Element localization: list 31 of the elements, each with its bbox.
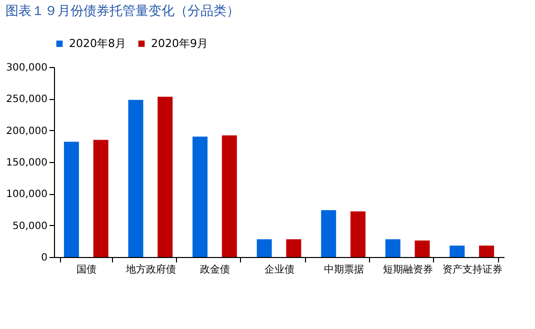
x-tick-label: 地方政府债	[124, 264, 176, 276]
y-tick-label: 0	[41, 252, 48, 264]
bar	[192, 136, 208, 257]
y-tick-label: 50,000	[12, 220, 48, 232]
bar	[222, 135, 237, 257]
bar	[414, 240, 430, 257]
y-tick-label: 300,000	[6, 62, 48, 74]
y-tick-label: 200,000	[6, 126, 48, 137]
x-tick-label: 中期票据	[324, 264, 364, 276]
x-tick-label: 国债	[76, 264, 97, 276]
bar	[450, 246, 465, 257]
y-tick-label: 150,000	[6, 158, 48, 168]
bar	[350, 211, 366, 257]
bar	[321, 210, 336, 257]
y-tick-label: 250,000	[6, 94, 48, 106]
bar	[64, 142, 79, 257]
bar	[256, 239, 272, 257]
legend-label: 2020年9月	[151, 36, 208, 50]
bar	[158, 96, 173, 257]
bar	[93, 140, 108, 257]
legend-label: 2020年8月	[69, 36, 126, 50]
bar	[286, 239, 302, 257]
bar	[479, 246, 494, 257]
y-tick-label: 100,000	[6, 189, 48, 200]
x-tick-label: 政金债	[200, 264, 230, 276]
x-tick-label: 短期融资券	[383, 264, 434, 276]
x-tick-label: 企业债	[264, 264, 294, 276]
x-tick-label: 资产支持证券	[442, 264, 502, 276]
bar	[385, 239, 400, 257]
bar	[128, 100, 144, 257]
chart-title: 图表１９月份债券托管量变化（分品类）	[6, 4, 240, 19]
